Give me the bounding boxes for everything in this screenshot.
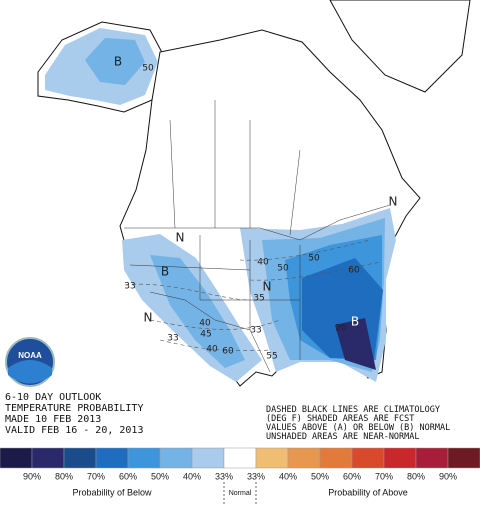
header-line: VALID FEB 16 - 20, 2013	[5, 425, 143, 436]
map-label: 45	[200, 330, 211, 340]
notes-text: DASHED BLACK LINES ARE CLIMATOLOGY (DEG …	[264, 403, 478, 443]
legend-label: 50%	[311, 471, 329, 481]
legend-label: 60%	[343, 471, 361, 481]
map-label: 33	[124, 282, 135, 292]
legend-label: 70%	[375, 471, 393, 481]
map-label: 40	[199, 319, 211, 329]
map-label: 55	[266, 352, 277, 362]
map-label: 20	[335, 324, 347, 334]
legend-label: 50%	[151, 471, 169, 481]
legend-caption: Probability of Above	[328, 487, 408, 497]
west-below-core	[150, 255, 245, 368]
legend-swatch	[287, 447, 321, 469]
map-label: 50	[142, 64, 154, 74]
map-label: 60	[222, 347, 234, 357]
legend-swatch	[0, 447, 33, 469]
canada-us-border	[124, 204, 391, 241]
us-mexico-border	[149, 291, 271, 373]
logo-wave	[8, 360, 52, 384]
legend: Probability of Below Normal Probability …	[0, 447, 480, 504]
legend-swatch	[255, 447, 289, 469]
header-text: 6-10 DAY OUTLOOK TEMPERATURE PROBABILITY…	[5, 392, 143, 436]
legend-swatch	[383, 447, 417, 469]
map-label: 33	[167, 334, 178, 344]
map-label: N	[389, 195, 398, 209]
note-line: DASHED BLACK LINES ARE CLIMATOLOGY	[266, 405, 440, 415]
legend-swatch	[447, 447, 480, 469]
noaa-logo: NOAA	[5, 337, 55, 387]
legend-swatch	[223, 447, 257, 469]
notes-bg	[264, 403, 478, 443]
map-label: B	[114, 55, 122, 69]
legend-label: 60%	[119, 471, 137, 481]
legend-swatch	[63, 447, 97, 469]
header-line: MADE 10 FEB 2013	[5, 414, 101, 425]
legend-swatch	[127, 447, 161, 469]
map-label: 60	[348, 266, 360, 276]
map-label: N	[144, 311, 153, 325]
legend-swatch	[95, 447, 129, 469]
legend-caption: Probability of Below	[72, 487, 152, 497]
map-label: N	[263, 280, 272, 294]
legend-label: 40%	[183, 471, 201, 481]
east-below-80	[335, 318, 376, 370]
logo-text: NOAA	[18, 351, 42, 360]
legend-label: 90%	[439, 471, 457, 481]
map-label: N	[176, 231, 185, 245]
map-label: 40	[206, 345, 218, 355]
legend-swatch	[191, 447, 225, 469]
legend-label: 33%	[215, 471, 233, 481]
note-line: VALUES ABOVE (A) OR BELOW (B) NORMAL	[266, 423, 450, 433]
legend-label: 80%	[55, 471, 73, 481]
legend-label: 33%	[247, 471, 265, 481]
note-line: (DEG F) SHADED AREAS ARE FCST	[266, 414, 414, 424]
note-line: UNSHADED AREAS ARE NEAR-NORMAL	[266, 432, 420, 442]
legend-label: 40%	[279, 471, 297, 481]
map-label: 50	[308, 254, 320, 264]
geography	[37, 0, 471, 387]
header-line: 6-10 DAY OUTLOOK	[5, 392, 101, 403]
legend-label: 70%	[87, 471, 105, 481]
map-label: 40	[257, 258, 269, 268]
alaska-below-core	[85, 38, 145, 85]
legend-label: 80%	[407, 471, 425, 481]
map-label: B	[351, 315, 359, 329]
legend-label: 90%	[23, 471, 41, 481]
legend-swatch	[31, 447, 65, 469]
legend-swatch	[159, 447, 193, 469]
map-label: 50	[277, 264, 289, 274]
legend-swatch	[351, 447, 385, 469]
legend-swatch	[319, 447, 353, 469]
map-labels: B 50 N B 33 N N 35 40 45 40 60 33 33 55 …	[114, 55, 398, 362]
map-label: 35	[253, 294, 264, 304]
legend-caption: Normal	[229, 490, 252, 497]
map-label: 33	[250, 326, 261, 336]
legend-swatch	[415, 447, 449, 469]
greenland	[329, 0, 471, 93]
map-label: B	[161, 265, 169, 279]
header-line: TEMPERATURE PROBABILITY	[5, 403, 143, 414]
